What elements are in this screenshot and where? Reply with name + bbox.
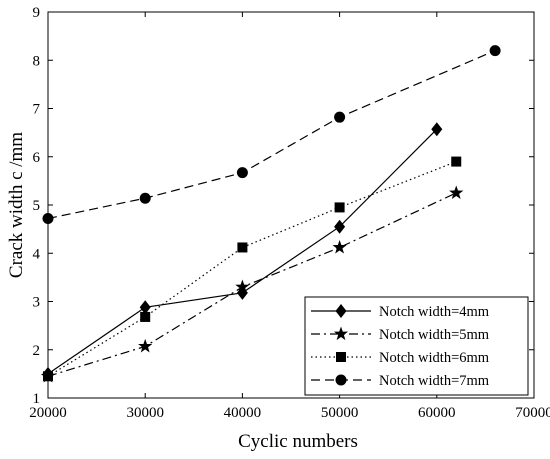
legend-marker-square: [336, 352, 346, 362]
legend: Notch width=4mm Notch width=5mm Notch widt…: [304, 296, 529, 396]
legend-label: Notch width=5mm: [379, 327, 490, 343]
y-tick-label: 4: [33, 246, 41, 262]
y-tick-label: 2: [33, 343, 41, 359]
data-point-circle: [489, 45, 501, 57]
x-tick-label: 40000: [224, 405, 262, 421]
legend-entry: Notch width=4mm: [311, 304, 490, 320]
data-point-star: [449, 185, 464, 200]
x-tick-label: 70000: [515, 405, 550, 421]
data-point-diamond: [139, 300, 151, 315]
x-tick-label: 20000: [29, 405, 67, 421]
y-tick-label: 1: [33, 391, 41, 407]
legend-entry: Notch width=7mm: [311, 373, 490, 389]
series-line: [47, 50, 496, 220]
series-4: [42, 45, 501, 225]
y-tick-label: 5: [33, 198, 41, 214]
data-point-circle: [236, 167, 248, 179]
data-point-star: [138, 338, 153, 353]
data-point-square: [237, 242, 248, 253]
legend-marker-diamond: [335, 304, 347, 318]
x-tick-label: 60000: [418, 405, 456, 421]
y-tick-label: 3: [33, 295, 41, 311]
data-point-square: [451, 156, 462, 167]
data-point-circle: [139, 192, 151, 204]
y-tick-label: 6: [33, 150, 41, 166]
data-point-star: [235, 279, 250, 294]
legend-label: Notch width=6mm: [379, 350, 490, 366]
x-tick-label: 50000: [321, 405, 359, 421]
data-point-star: [332, 239, 347, 254]
axes: 20000 30000 40000 50000 60000 70000 1 2 3 4 5 6 7 8 9: [29, 5, 550, 421]
data-point-diamond: [431, 122, 443, 137]
legend-label: Notch width=4mm: [379, 304, 490, 320]
legend-marker-circle: [335, 374, 347, 386]
legend-label: Notch width=7mm: [379, 373, 490, 389]
legend-entry: Notch width=5mm: [311, 326, 490, 343]
x-axis-label: Cyclic numbers: [238, 431, 358, 452]
y-axis-label: Crack width c /mm: [6, 132, 27, 278]
legend-marker-star: [333, 326, 349, 341]
data-point-circle: [334, 111, 346, 123]
y-tick-label: 8: [33, 53, 41, 69]
data-point-square: [140, 311, 151, 322]
x-tick-label: 30000: [126, 405, 164, 421]
data-point-square: [334, 202, 345, 213]
y-tick-label: 7: [33, 102, 41, 118]
data-point-diamond: [334, 219, 346, 234]
legend-entry: Notch width=6mm: [311, 350, 490, 366]
y-tick-label: 9: [33, 5, 41, 21]
